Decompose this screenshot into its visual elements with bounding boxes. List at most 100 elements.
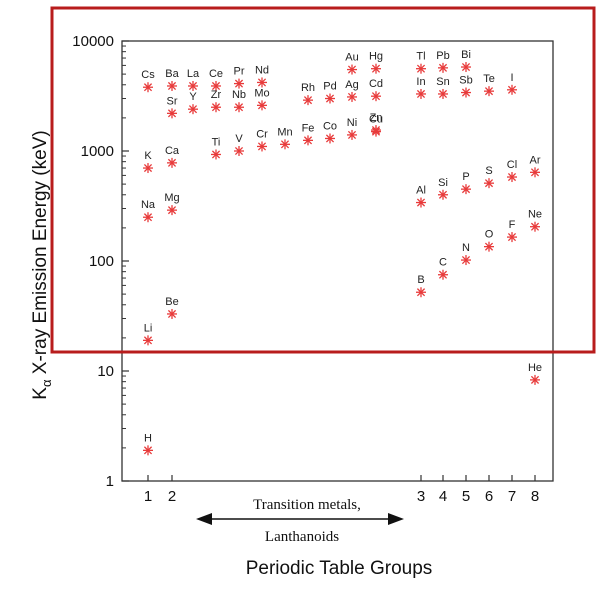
- marker-si: [438, 189, 448, 200]
- y-axis-ticks: 1 10 100 1000 10000: [72, 33, 129, 490]
- annotation-transition-metals: Transition metals,: [253, 497, 361, 513]
- marker-b: [416, 287, 426, 298]
- label-tl: Tl: [416, 51, 425, 63]
- marker-k: [143, 163, 153, 174]
- label-in: In: [416, 76, 425, 88]
- label-pr: Pr: [234, 66, 245, 78]
- label-he: He: [528, 362, 542, 374]
- marker-sb: [461, 87, 471, 98]
- label-au: Au: [345, 52, 358, 64]
- marker-co: [325, 133, 335, 144]
- label-ne: Ne: [528, 209, 542, 221]
- marker-n: [461, 255, 471, 266]
- marker-li: [143, 335, 153, 346]
- marker-h: [143, 445, 153, 456]
- label-nb: Nb: [232, 89, 246, 101]
- y-tick-label: 1: [106, 473, 114, 490]
- label-ca: Ca: [165, 145, 180, 157]
- label-v: V: [235, 133, 243, 145]
- label-ni: Ni: [347, 117, 357, 129]
- label-c: C: [439, 257, 447, 269]
- marker-in: [416, 88, 426, 99]
- label-al: Al: [416, 185, 426, 197]
- marker-bi: [461, 62, 471, 73]
- label-f: F: [509, 219, 516, 231]
- y-tick-label: 100: [89, 253, 114, 270]
- label-sn: Sn: [436, 76, 449, 88]
- marker-y: [188, 104, 198, 115]
- marker-mo: [257, 100, 267, 111]
- label-b: B: [417, 274, 424, 286]
- highlight-box: [50, 6, 596, 354]
- marker-cr: [257, 141, 267, 152]
- label-mg: Mg: [164, 192, 179, 204]
- x-tick-label: 7: [508, 488, 516, 505]
- label-cl: Cl: [507, 159, 517, 171]
- label-cr: Cr: [256, 128, 268, 140]
- label-p: P: [462, 171, 469, 183]
- label-ag: Ag: [345, 79, 358, 91]
- label-hg: Hg: [369, 51, 383, 63]
- label-ba: Ba: [165, 68, 179, 80]
- y-tick-label: 1000: [81, 143, 114, 160]
- y-axis-label-rest: X-ray Emission Energy (keV): [30, 130, 51, 379]
- element-labels: H Li Na K Cs Be Mg Ca Sr Ba La Y Ti Zr Ce V Nb Pr Cr Mo Nd Mn…: [141, 49, 542, 444]
- marker-na: [143, 212, 153, 223]
- label-pb: Pb: [436, 50, 449, 62]
- marker-pb: [438, 62, 448, 73]
- marker-i: [507, 84, 517, 95]
- x-tick-label: 8: [531, 488, 539, 505]
- marker-v: [234, 146, 244, 156]
- marker-ca: [167, 157, 177, 168]
- marker-sn: [438, 88, 448, 99]
- marker-ag: [347, 91, 357, 102]
- x-tick-label: 6: [485, 488, 493, 505]
- marker-nd: [257, 77, 267, 88]
- marker-nb: [234, 102, 244, 113]
- marker-al: [416, 197, 426, 208]
- marker-f: [507, 232, 517, 243]
- marker-be: [167, 308, 177, 319]
- marker-fe: [303, 135, 313, 146]
- label-n: N: [462, 242, 470, 254]
- marker-rh: [303, 95, 313, 106]
- x-tick-label: 3: [417, 488, 425, 505]
- x-tick-label: 1: [144, 488, 152, 505]
- marker-o: [484, 241, 494, 252]
- marker-he: [530, 374, 540, 385]
- marker-pd: [325, 93, 335, 104]
- marker-sr: [167, 108, 177, 119]
- label-sb: Sb: [459, 75, 472, 87]
- marker-ce: [211, 80, 221, 91]
- y-tick-label: 10000: [72, 33, 114, 50]
- x-tick-label: 4: [439, 488, 447, 505]
- label-la: La: [187, 68, 200, 80]
- label-co: Co: [323, 120, 337, 132]
- label-te: Te: [483, 73, 495, 85]
- label-cd: Cd: [369, 78, 383, 90]
- marker-cs: [143, 82, 153, 93]
- marker-pr: [234, 78, 244, 89]
- marker-mn: [280, 139, 290, 150]
- marker-mg: [167, 205, 177, 216]
- label-o: O: [485, 229, 494, 241]
- label-mo: Mo: [254, 87, 269, 99]
- label-rh: Rh: [301, 82, 315, 94]
- label-si: Si: [438, 177, 448, 189]
- label-sr: Sr: [167, 95, 178, 107]
- y-axis-label-sub: α: [39, 379, 54, 387]
- label-cu: Cu: [369, 114, 383, 126]
- label-zr: Zr: [211, 89, 222, 101]
- marker-ti: [211, 149, 221, 160]
- marker-s: [484, 178, 494, 189]
- label-li: Li: [144, 322, 153, 334]
- marker-au: [347, 64, 357, 75]
- marker-zn: [371, 125, 381, 136]
- y-axis-label: Kα X-ray Emission Energy (keV): [30, 130, 54, 399]
- label-ti: Ti: [212, 136, 221, 148]
- label-zn: Zn: [370, 112, 383, 124]
- plot-frame: [121, 40, 554, 482]
- marker-ba: [167, 80, 177, 91]
- marker-ni: [347, 129, 357, 140]
